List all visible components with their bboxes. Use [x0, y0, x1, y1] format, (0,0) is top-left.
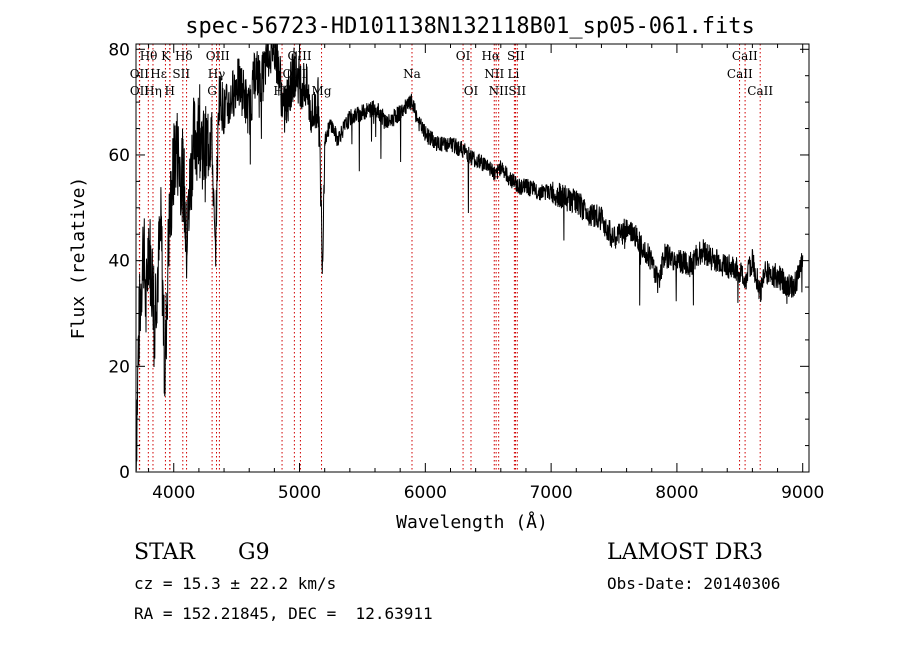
y-tick-label: 60 — [108, 146, 130, 166]
coordinates: RA = 152.21845, DEC = 12.63911 — [134, 604, 433, 623]
x-tick-label: 6000 — [404, 483, 447, 503]
line-label: Hθ — [140, 49, 158, 63]
y-axis-ticks: 0 20 40 60 80 — [108, 40, 809, 483]
subclass: G9 — [238, 540, 270, 565]
y-tick-label: 0 — [119, 463, 130, 483]
line-label: Hδ — [175, 49, 193, 63]
x-axis-ticks: 4000 5000 6000 7000 8000 9000 — [148, 44, 824, 503]
y-tick-label: 20 — [108, 357, 130, 377]
line-label: OII — [130, 67, 150, 81]
x-axis-label: Wavelength (Å) — [396, 511, 548, 533]
x-tick-label: 5000 — [278, 483, 321, 503]
x-tick-label: 9000 — [781, 483, 824, 503]
line-label: Hε — [150, 67, 167, 81]
line-label: OIII — [206, 49, 230, 63]
line-label: G — [207, 84, 217, 98]
y-tick-label: 80 — [108, 40, 130, 60]
y-axis-label: Flux (relative) — [68, 177, 89, 340]
line-label: Mg — [312, 84, 332, 98]
line-label: H — [164, 84, 174, 98]
line-label: OII — [130, 84, 150, 98]
line-label: Hη — [144, 84, 162, 98]
line-label: Li — [507, 67, 519, 81]
line-label: SII — [508, 84, 526, 98]
spectrum-line — [135, 43, 804, 471]
y-tick-label: 40 — [108, 252, 130, 272]
observation-date: Obs-Date: 20140306 — [607, 574, 781, 593]
line-label: NII — [484, 67, 504, 81]
line-label: K — [161, 49, 171, 63]
survey-name: LAMOST DR3 — [607, 540, 763, 565]
x-tick-label: 7000 — [529, 483, 572, 503]
line-label: OI — [464, 84, 479, 98]
line-label: Hγ — [208, 67, 226, 81]
line-label: CaII — [747, 84, 773, 98]
line-label: Hα — [481, 49, 500, 63]
redshift-velocity: cz = 15.3 ± 22.2 km/s — [134, 574, 337, 593]
object-type: STAR — [134, 540, 195, 565]
spectral-line-markers — [138, 44, 761, 472]
plot-frame — [135, 43, 810, 473]
line-label: NII — [489, 84, 509, 98]
x-tick-label: 4000 — [152, 483, 195, 503]
line-label: OI — [456, 49, 471, 63]
x-tick-label: 8000 — [655, 483, 698, 503]
line-label: Na — [403, 67, 421, 81]
line-label: CaII — [727, 67, 753, 81]
line-label: SII — [507, 49, 525, 63]
line-label: SII — [172, 67, 190, 81]
line-label: CaII — [732, 49, 758, 63]
spectrum-series — [135, 43, 804, 471]
chart-title: spec-56723-HD101138N132118B01_sp05-061.f… — [185, 14, 755, 39]
